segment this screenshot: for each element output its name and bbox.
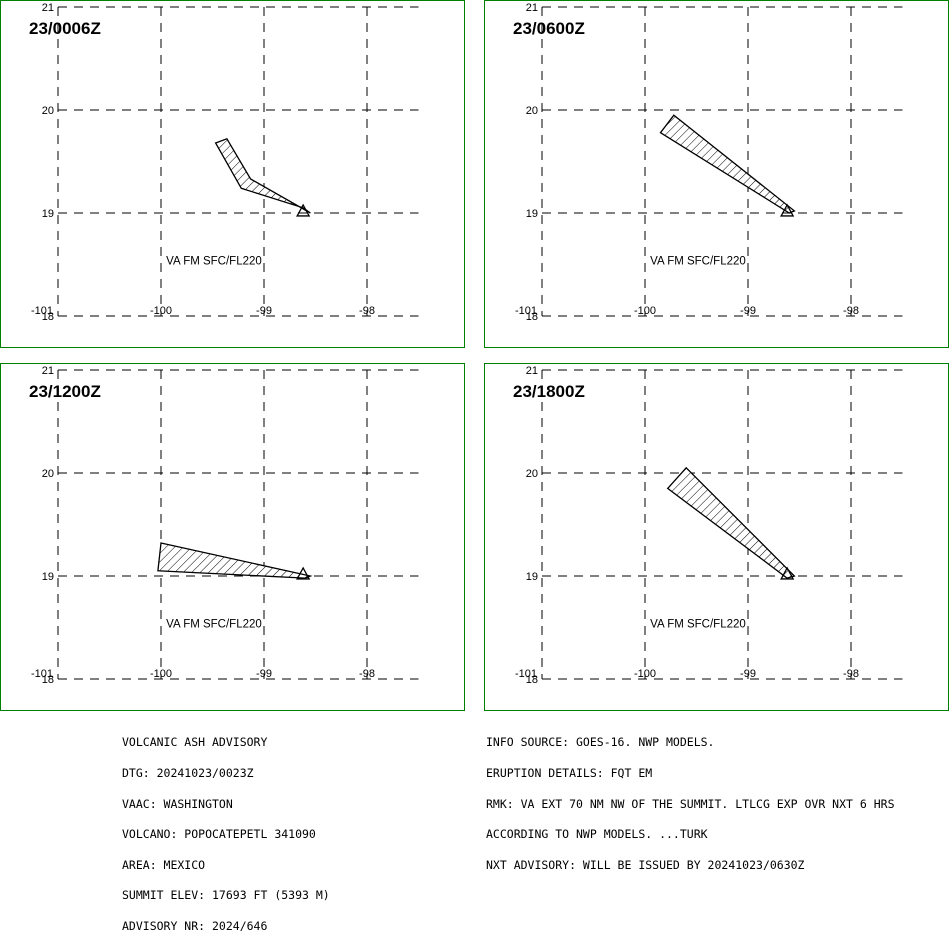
advisory-line: ADVISORY NR: 2024/646 <box>122 918 268 933</box>
volcano-icon <box>780 566 795 580</box>
advisory-line: RMK: VA EXT 70 NM NW OF THE SUMMIT. LTLC… <box>486 796 895 811</box>
lat-tick-label: 18 <box>42 674 54 686</box>
lon-tick-label: -100 <box>634 668 656 680</box>
lon-tick-label: -99 <box>740 668 756 680</box>
va-level-label: VA FM SFC/FL220 <box>166 256 262 268</box>
map-svg: -101 -100 -99 -98 21 20 19 18 VA FM SFC/FL220 <box>31 2 419 323</box>
forecast-panel-1800z: -101 -100 -99 -98 21 20 19 18 VA FM SFC/FL220 23… <box>484 363 949 711</box>
map-svg: -101 -100 -99 -98 21 20 19 18 VA FM SFC/FL220 <box>31 365 419 686</box>
ash-cloud-polygon <box>214 138 311 214</box>
lat-tick-label: 18 <box>42 311 54 323</box>
advisory-line: VOLCANIC ASH ADVISORY <box>122 735 268 750</box>
lon-tick-label: -101 <box>515 668 537 680</box>
lat-tick-label: 21 <box>42 2 54 14</box>
lat-tick-label: 19 <box>42 208 54 220</box>
forecast-panel-1200z: -101 -100 -99 -98 21 20 19 18 VA FM SFC/FL220 23… <box>0 363 465 711</box>
advisory-line: NXT ADVISORY: WILL BE ISSUED BY 20241023… <box>486 857 805 872</box>
panel-title: 23/0600Z <box>513 19 585 38</box>
panel-title: 23/0006Z <box>29 19 101 38</box>
lon-tick-label: -101 <box>31 305 53 317</box>
advisory-line: INFO SOURCE: GOES-16. NWP MODELS. <box>486 735 715 750</box>
forecast-panel-0600z: -101 -100 -99 -98 21 20 19 18 VA FM SFC/FL220 23… <box>484 0 949 348</box>
lon-tick-label: -98 <box>843 305 859 317</box>
advisory-line: VOLCANO: POPOCATEPETL 341090 <box>122 827 316 842</box>
lat-tick-label: 21 <box>526 2 538 14</box>
va-level-label: VA FM SFC/FL220 <box>650 256 746 268</box>
lon-tick-label: -99 <box>740 305 756 317</box>
map-svg: -101 -100 -99 -98 21 20 19 18 VA FM SFC/FL220 <box>515 2 903 323</box>
lat-tick-label: 21 <box>526 365 538 377</box>
volcano-icon <box>296 566 311 580</box>
lat-tick-label: 20 <box>526 468 538 480</box>
forecast-panel-0006z: -101 -100 -99 -98 21 20 19 18 VA FM SFC/FL220 23… <box>0 0 465 348</box>
lat-tick-label: 20 <box>42 105 54 117</box>
va-level-label: VA FM SFC/FL220 <box>166 619 262 631</box>
lon-tick-label: -99 <box>256 668 272 680</box>
lat-tick-label: 20 <box>42 468 54 480</box>
lat-tick-label: 19 <box>526 571 538 583</box>
panel-title: 23/1200Z <box>29 382 101 401</box>
map-svg: -101 -100 -99 -98 21 20 19 18 VA FM SFC/FL220 <box>515 365 903 686</box>
lon-tick-label: -98 <box>359 305 375 317</box>
advisory-info-left: VOLCANIC ASH ADVISORY DTG: 20241023/0023… <box>122 717 330 941</box>
va-level-label: VA FM SFC/FL220 <box>650 619 746 631</box>
lon-tick-label: -101 <box>515 305 537 317</box>
lat-tick-label: 19 <box>42 571 54 583</box>
lon-tick-label: -100 <box>150 668 172 680</box>
lon-tick-label: -99 <box>256 305 272 317</box>
lon-tick-label: -100 <box>150 305 172 317</box>
ash-cloud-polygon <box>659 114 796 214</box>
advisory-line: ERUPTION DETAILS: FQT EM <box>486 766 653 780</box>
advisory-line: ACCORDING TO NWP MODELS. ...TURK <box>486 827 708 842</box>
lat-tick-label: 21 <box>42 365 54 377</box>
advisory-line: DTG: 20241023/0023Z <box>122 766 254 780</box>
lat-tick-label: 18 <box>526 311 538 323</box>
lat-tick-label: 20 <box>526 105 538 117</box>
lon-tick-label: -98 <box>359 668 375 680</box>
lon-tick-label: -98 <box>843 668 859 680</box>
lon-tick-label: -101 <box>31 668 53 680</box>
advisory-line: AREA: MEXICO <box>122 857 206 872</box>
lon-tick-label: -100 <box>634 305 656 317</box>
ash-cloud-polygon <box>666 466 796 579</box>
lat-tick-label: 18 <box>526 674 538 686</box>
advisory-line: VAAC: WASHINGTON <box>122 796 233 811</box>
panel-title: 23/1800Z <box>513 382 585 401</box>
advisory-info-right: INFO SOURCE: GOES-16. NWP MODELS. ERUPTI… <box>486 717 895 880</box>
advisory-line: SUMMIT ELEV: 17693 FT (5393 M) <box>122 888 330 903</box>
volcano-icon <box>780 203 795 217</box>
lat-tick-label: 19 <box>526 208 538 220</box>
ash-cloud-polygon <box>157 542 313 579</box>
volcano-icon <box>296 203 311 217</box>
